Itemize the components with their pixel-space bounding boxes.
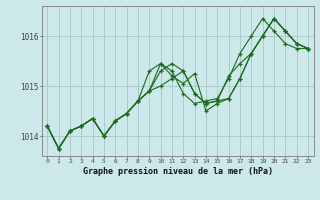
X-axis label: Graphe pression niveau de la mer (hPa): Graphe pression niveau de la mer (hPa) bbox=[83, 167, 273, 176]
